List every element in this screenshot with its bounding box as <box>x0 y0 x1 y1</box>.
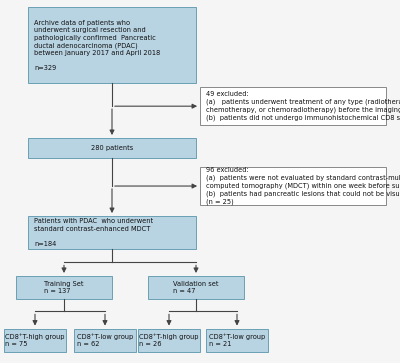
FancyBboxPatch shape <box>200 167 386 205</box>
FancyBboxPatch shape <box>4 329 66 352</box>
Text: CD8⁺T-high group
n = 75: CD8⁺T-high group n = 75 <box>5 333 65 347</box>
Text: Training Set
n = 137: Training Set n = 137 <box>44 281 84 294</box>
FancyBboxPatch shape <box>28 216 196 249</box>
FancyBboxPatch shape <box>206 329 268 352</box>
FancyBboxPatch shape <box>16 276 112 299</box>
Text: 96 excluded:
(a)  patients were not evaluated by standard contrast-multidetector: 96 excluded: (a) patients were not evalu… <box>206 167 400 205</box>
FancyBboxPatch shape <box>138 329 200 352</box>
FancyBboxPatch shape <box>28 7 196 83</box>
Text: CD8⁺T-low group
n = 21: CD8⁺T-low group n = 21 <box>209 333 265 347</box>
FancyBboxPatch shape <box>74 329 136 352</box>
FancyBboxPatch shape <box>200 87 386 125</box>
Text: CD8⁺T-high group
n = 26: CD8⁺T-high group n = 26 <box>139 333 199 347</box>
FancyBboxPatch shape <box>148 276 244 299</box>
Text: 280 patients: 280 patients <box>91 145 133 151</box>
Text: Patients with PDAC  who underwent
standard contrast-enhanced MDCT

n=184: Patients with PDAC who underwent standar… <box>34 218 153 246</box>
Text: 49 excluded:
(a)   patients underwent treatment of any type (radiotherapy,
chemo: 49 excluded: (a) patients underwent trea… <box>206 91 400 121</box>
Text: Validation set
n = 47: Validation set n = 47 <box>173 281 219 294</box>
Text: CD8⁺T-low group
n = 62: CD8⁺T-low group n = 62 <box>77 333 133 347</box>
Text: Archive data of patients who
underwent surgical resection and
pathologically con: Archive data of patients who underwent s… <box>34 20 160 71</box>
FancyBboxPatch shape <box>28 138 196 158</box>
